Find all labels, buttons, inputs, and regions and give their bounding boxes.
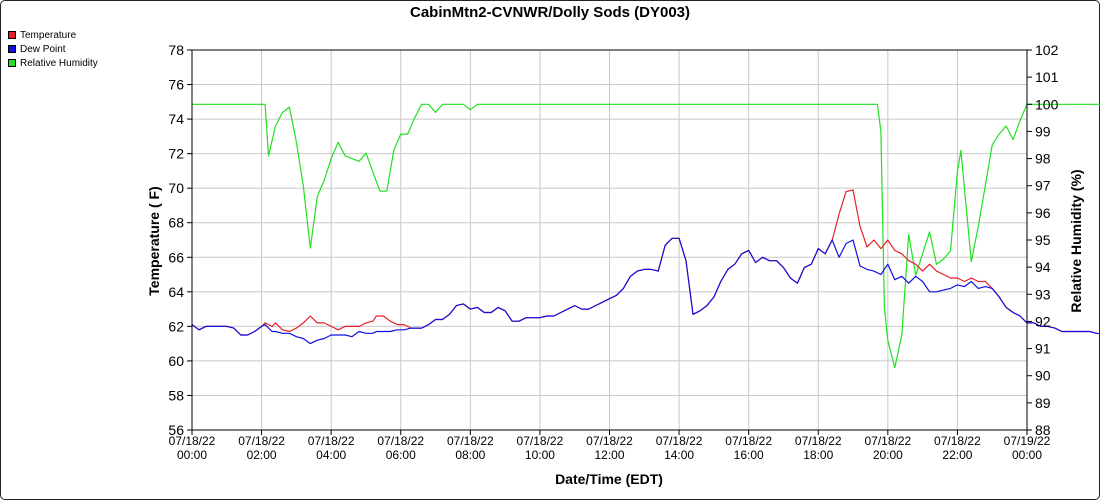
y2-tick-label: 88 — [1035, 422, 1051, 438]
y2-tick-label: 94 — [1035, 259, 1051, 275]
x-tick-label-date: 07/18/22 — [725, 434, 772, 448]
x-tick-label-time: 04:00 — [316, 448, 346, 462]
x-tick-label-time: 16:00 — [734, 448, 764, 462]
legend-swatch-dew-point — [8, 45, 16, 53]
x-tick-label-date: 07/18/22 — [795, 434, 842, 448]
series-line-relative-humidity — [192, 103, 1100, 369]
x-tick-label-date: 07/18/22 — [864, 434, 911, 448]
y-tick-label: 68 — [168, 215, 184, 231]
x-tick-label-time: 06:00 — [386, 448, 416, 462]
x-tick-label-date: 07/18/22 — [586, 434, 633, 448]
x-tick-label-time: 10:00 — [525, 448, 555, 462]
y-tick-label: 76 — [168, 77, 184, 93]
y2-tick-label: 102 — [1035, 42, 1059, 58]
series-line-temperature — [191, 189, 1100, 336]
x-tick-label-time: 08:00 — [455, 448, 485, 462]
legend-item-relative-humidity: Relative Humidity — [8, 56, 98, 70]
x-tick-label-time: 20:00 — [873, 448, 903, 462]
x-tick-label-date: 07/18/22 — [238, 434, 285, 448]
y2-tick-label: 98 — [1035, 151, 1051, 167]
y-tick-label: 72 — [168, 146, 184, 162]
x-tick-label-date: 07/19/22 — [1004, 434, 1051, 448]
y2-tick-label: 101 — [1035, 69, 1059, 85]
legend: Temperature Dew Point Relative Humidity — [8, 28, 98, 70]
y2-tick-label: 93 — [1035, 286, 1051, 302]
y2-tick-label: 89 — [1035, 395, 1051, 411]
x-tick-label-time: 02:00 — [247, 448, 277, 462]
x-tick-label-date: 07/18/22 — [447, 434, 494, 448]
x-tick-label-time: 22:00 — [942, 448, 972, 462]
y-tick-label: 64 — [168, 284, 184, 300]
y2-tick-label: 90 — [1035, 368, 1051, 384]
legend-swatch-relative-humidity — [8, 59, 16, 67]
series-layer — [191, 103, 1100, 369]
grid — [191, 49, 1028, 431]
x-tick-label-date: 07/18/22 — [308, 434, 355, 448]
axes: 07/18/2200:0007/18/2202:0007/18/2204:000… — [168, 42, 1058, 462]
y2-tick-label: 95 — [1035, 232, 1051, 248]
legend-label-dew-point: Dew Point — [20, 43, 66, 55]
legend-item-dew-point: Dew Point — [8, 42, 98, 56]
y-tick-label: 70 — [168, 180, 184, 196]
chart-title: CabinMtn2-CVNWR/Dolly Sods (DY003) — [409, 4, 691, 21]
legend-label-temperature: Temperature — [20, 29, 77, 41]
y2-tick-label: 92 — [1035, 313, 1051, 329]
x-tick-label-time: 14:00 — [664, 448, 694, 462]
x-tick-label-date: 07/18/22 — [377, 434, 424, 448]
y-tick-label: 62 — [168, 318, 184, 334]
y2-tick-label: 97 — [1035, 178, 1051, 194]
y-tick-label: 56 — [168, 422, 184, 438]
x-tick-label-time: 18:00 — [803, 448, 833, 462]
y-tick-label: 60 — [168, 353, 184, 369]
x-tick-label-date: 07/18/22 — [934, 434, 981, 448]
x-tick-label-time: 00:00 — [1012, 448, 1042, 462]
y2-axis-title: Relative Humidity (%) — [1068, 169, 1084, 312]
y-tick-label: 74 — [168, 111, 184, 127]
y-tick-label: 66 — [168, 249, 184, 265]
y2-tick-label: 99 — [1035, 123, 1051, 139]
y2-tick-label: 100 — [1035, 96, 1059, 112]
x-axis-title: Date/Time (EDT) — [555, 471, 663, 487]
y-tick-label: 78 — [168, 42, 184, 58]
y-tick-label: 58 — [168, 387, 184, 403]
legend-swatch-temperature — [8, 31, 16, 39]
x-tick-label-date: 07/18/22 — [517, 434, 564, 448]
y2-tick-label: 96 — [1035, 205, 1051, 221]
series-line-dew-point — [191, 237, 1100, 345]
legend-label-relative-humidity: Relative Humidity — [20, 57, 98, 69]
x-tick-label-time: 12:00 — [594, 448, 624, 462]
x-tick-label-date: 07/18/22 — [169, 434, 216, 448]
x-tick-label-date: 07/18/22 — [656, 434, 703, 448]
y2-tick-label: 91 — [1035, 341, 1051, 357]
legend-item-temperature: Temperature — [8, 28, 98, 42]
y-axis-title: Temperature ( F) — [146, 186, 162, 295]
x-tick-label-time: 00:00 — [177, 448, 207, 462]
